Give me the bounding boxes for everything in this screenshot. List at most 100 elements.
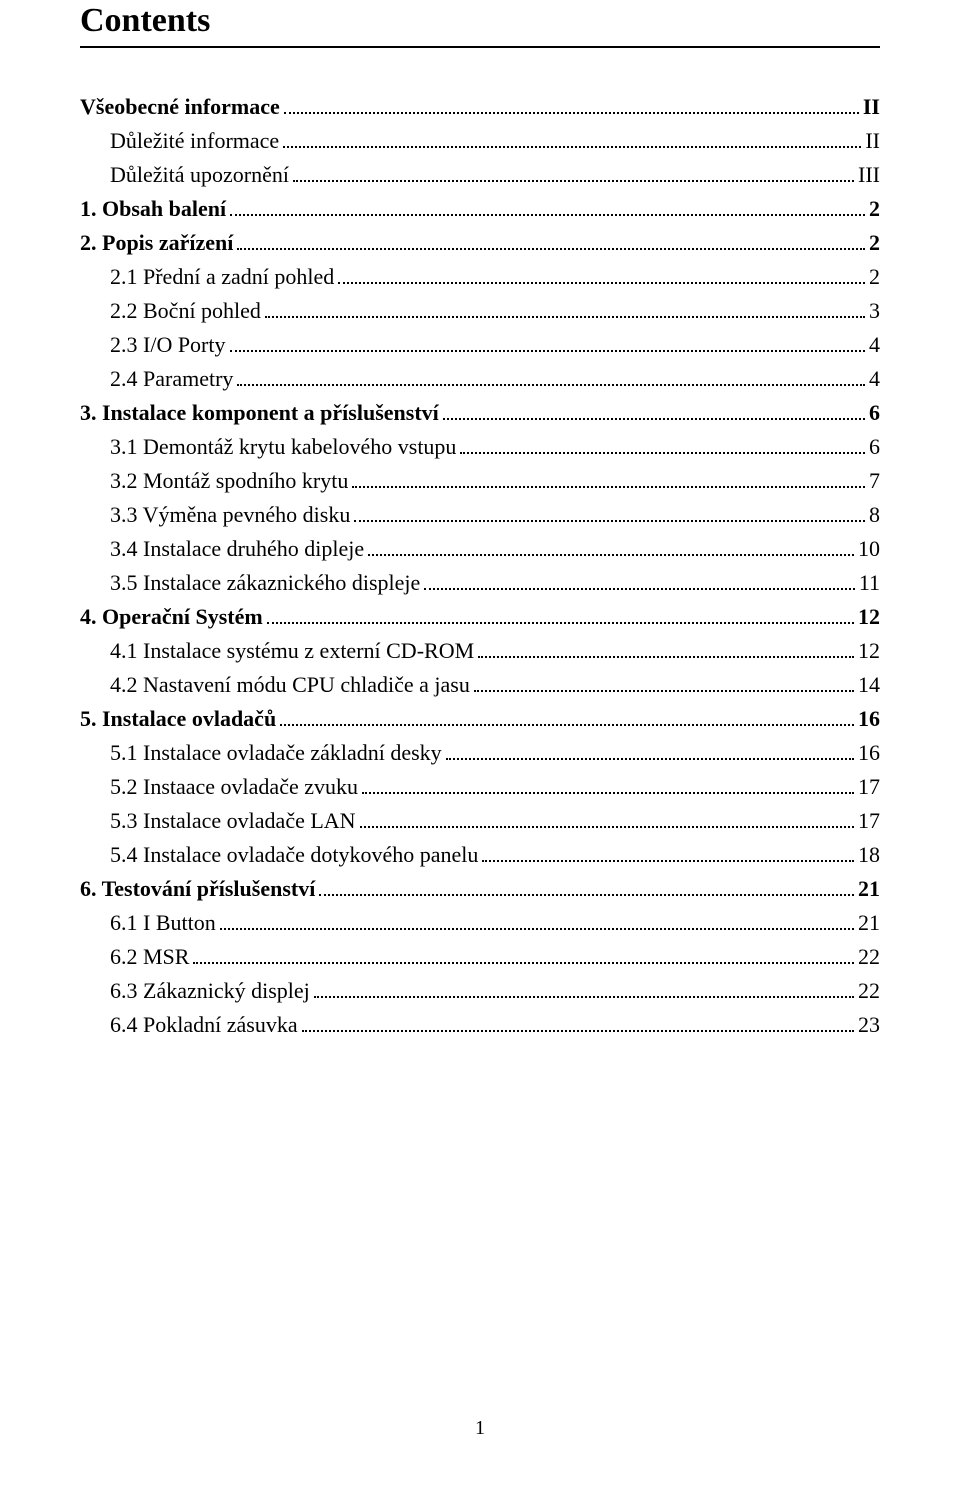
toc-entry-page: 12 xyxy=(858,606,880,628)
toc-leader xyxy=(230,200,865,216)
toc-entry: 1. Obsah balení 2 xyxy=(80,198,880,220)
toc-entry: Všeobecné informace II xyxy=(80,96,880,118)
table-of-contents: Všeobecné informace II Důležité informace I… xyxy=(80,96,880,1036)
toc-entry: 3.3 Výměna pevného disku 8 xyxy=(80,504,880,526)
toc-entry: 6.2 MSR 22 xyxy=(80,946,880,968)
toc-entry-page: 21 xyxy=(858,878,880,900)
toc-entry-label: 3.4 Instalace druhého dipleje xyxy=(110,538,364,560)
toc-entry: 2. Popis zařízení2 xyxy=(80,232,880,254)
toc-entry-page: 23 xyxy=(858,1014,880,1036)
toc-entry-label: 1. Obsah balení xyxy=(80,198,226,220)
toc-entry-label: 5.2 Instaace ovladače zvuku xyxy=(110,776,358,798)
toc-entry: 2.4 Parametry4 xyxy=(80,368,880,390)
toc-entry: 2.3 I/O Porty4 xyxy=(80,334,880,356)
toc-entry-label: 6.3 Zákaznický displej xyxy=(110,980,310,1002)
toc-entry-page: II xyxy=(863,96,880,118)
toc-entry-page: II xyxy=(865,130,880,152)
toc-leader xyxy=(446,744,854,760)
toc-entry-page: 17 xyxy=(858,810,880,832)
toc-leader xyxy=(302,1016,854,1032)
toc-entry-label: 4.2 Nastavení módu CPU chladiče a jasu xyxy=(110,674,470,696)
toc-leader xyxy=(237,234,865,250)
toc-leader xyxy=(362,778,854,794)
toc-entry-label: 6. Testování příslušenství xyxy=(80,878,315,900)
toc-entry-label: 6.4 Pokladní zásuvka xyxy=(110,1014,298,1036)
toc-leader xyxy=(220,914,854,930)
toc-entry-label: 3.1 Demontáž krytu kabelového vstupu xyxy=(110,436,456,458)
toc-leader xyxy=(474,676,854,692)
toc-entry: 4.1 Instalace systému z externí CD-ROM 12 xyxy=(80,640,880,662)
toc-entry: 4.2 Nastavení módu CPU chladiče a jasu 14 xyxy=(80,674,880,696)
toc-leader xyxy=(360,812,854,828)
toc-entry-label: 4. Operační Systém xyxy=(80,606,263,628)
toc-entry-label: 3.2 Montáž spodního krytu xyxy=(110,470,348,492)
toc-leader xyxy=(354,506,865,522)
toc-entry: 6.3 Zákaznický displej 22 xyxy=(80,980,880,1002)
toc-entry-label: 2.1 Přední a zadní pohled xyxy=(110,266,334,288)
toc-entry-page: 22 xyxy=(858,980,880,1002)
contents-title: Contents xyxy=(80,0,880,46)
toc-entry-label: 4.1 Instalace systému z externí CD-ROM xyxy=(110,640,474,662)
toc-entry-page: 8 xyxy=(869,504,880,526)
toc-entry-label: 6.1 I Button xyxy=(110,912,216,934)
toc-entry: 3.4 Instalace druhého dipleje10 xyxy=(80,538,880,560)
toc-leader xyxy=(443,404,865,420)
toc-entry: 2.2 Boční pohled3 xyxy=(80,300,880,322)
toc-leader xyxy=(284,98,859,114)
toc-entry: 6.4 Pokladní zásuvka 23 xyxy=(80,1014,880,1036)
toc-entry-page: 14 xyxy=(858,674,880,696)
toc-entry: 3.2 Montáž spodního krytu 7 xyxy=(80,470,880,492)
toc-leader xyxy=(267,608,854,624)
toc-entry-label: 5. Instalace ovladačů xyxy=(80,708,276,730)
toc-entry-label: Důležitá upozornění xyxy=(110,164,289,186)
toc-entry-page: 6 xyxy=(869,402,880,424)
toc-entry-page: 21 xyxy=(858,912,880,934)
toc-leader xyxy=(338,268,865,284)
toc-entry-label: Všeobecné informace xyxy=(80,96,280,118)
toc-entry-page: 18 xyxy=(858,844,880,866)
toc-entry-label: Důležité informace xyxy=(110,130,279,152)
toc-entry: Důležité informace II xyxy=(80,130,880,152)
toc-leader xyxy=(265,302,865,318)
toc-entry-label: 5.4 Instalace ovladače dotykového panelu xyxy=(110,844,478,866)
toc-entry-page: 17 xyxy=(858,776,880,798)
toc-entry-label: 2. Popis zařízení xyxy=(80,232,233,254)
toc-entry: 3.1 Demontáž krytu kabelového vstupu 6 xyxy=(80,436,880,458)
toc-leader xyxy=(352,472,865,488)
toc-entry-page: 6 xyxy=(869,436,880,458)
page-number: 1 xyxy=(0,1417,960,1440)
toc-leader xyxy=(460,438,865,454)
toc-entry-label: 3.3 Výměna pevného disku xyxy=(110,504,350,526)
toc-entry-label: 5.3 Instalace ovladače LAN xyxy=(110,810,356,832)
toc-entry-label: 5.1 Instalace ovladače základní desky xyxy=(110,742,442,764)
toc-entry-page: 12 xyxy=(858,640,880,662)
toc-entry: 5. Instalace ovladačů 16 xyxy=(80,708,880,730)
toc-entry-page: 3 xyxy=(869,300,880,322)
toc-leader xyxy=(237,370,865,386)
toc-entry-page: III xyxy=(858,164,880,186)
toc-entry: 6. Testování příslušenství 21 xyxy=(80,878,880,900)
toc-entry: 6.1 I Button 21 xyxy=(80,912,880,934)
toc-entry: 4. Operační Systém 12 xyxy=(80,606,880,628)
toc-leader xyxy=(280,710,854,726)
toc-leader xyxy=(314,982,854,998)
toc-entry-page: 16 xyxy=(858,742,880,764)
toc-entry-page: 2 xyxy=(869,266,880,288)
toc-entry: 5.1 Instalace ovladače základní desky 16 xyxy=(80,742,880,764)
toc-entry-page: 2 xyxy=(869,198,880,220)
toc-leader xyxy=(319,880,854,896)
toc-entry: 3. Instalace komponent a příslušenství6 xyxy=(80,402,880,424)
toc-entry-label: 6.2 MSR xyxy=(110,946,189,968)
toc-leader xyxy=(193,948,854,964)
toc-entry: 5.3 Instalace ovladače LAN 17 xyxy=(80,810,880,832)
toc-entry-page: 7 xyxy=(869,470,880,492)
toc-entry: 3.5 Instalace zákaznického displeje11 xyxy=(80,572,880,594)
toc-entry-label: 2.4 Parametry xyxy=(110,368,233,390)
toc-entry-label: 2.3 I/O Porty xyxy=(110,334,226,356)
toc-entry-page: 16 xyxy=(858,708,880,730)
toc-entry-page: 22 xyxy=(858,946,880,968)
toc-leader xyxy=(283,132,861,148)
toc-leader xyxy=(478,642,854,658)
toc-leader xyxy=(368,540,854,556)
toc-leader xyxy=(230,336,866,352)
